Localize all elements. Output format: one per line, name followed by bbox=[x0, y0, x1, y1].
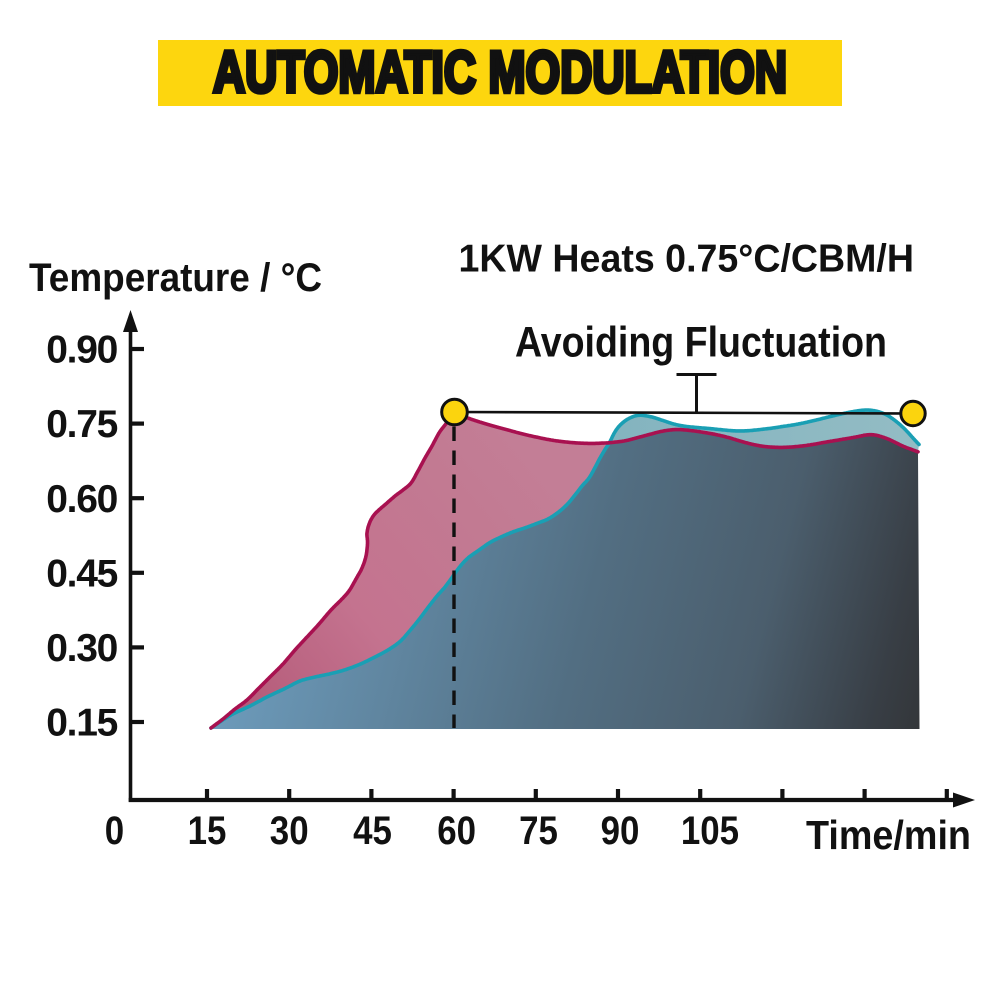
svg-text:Avoiding Fluctuation: Avoiding Fluctuation bbox=[515, 319, 887, 367]
svg-text:AUTOMATIC MODULATION: AUTOMATIC MODULATION bbox=[213, 40, 787, 105]
svg-text:30: 30 bbox=[270, 809, 309, 853]
svg-text:0: 0 bbox=[105, 809, 124, 853]
svg-text:Temperature / °C: Temperature / °C bbox=[29, 256, 322, 300]
svg-text:90: 90 bbox=[601, 809, 640, 853]
svg-text:Time/min: Time/min bbox=[806, 812, 971, 858]
svg-text:1KW Heats 0.75°C/CBM/H: 1KW Heats 0.75°C/CBM/H bbox=[459, 238, 915, 281]
svg-text:0.30: 0.30 bbox=[46, 627, 117, 670]
svg-text:0.45: 0.45 bbox=[46, 552, 117, 595]
svg-text:75: 75 bbox=[519, 809, 558, 853]
svg-text:0.15: 0.15 bbox=[46, 702, 117, 745]
svg-text:15: 15 bbox=[188, 809, 227, 853]
svg-text:105: 105 bbox=[681, 809, 739, 853]
svg-text:0.60: 0.60 bbox=[46, 478, 117, 521]
svg-text:60: 60 bbox=[437, 809, 476, 853]
svg-text:0.75: 0.75 bbox=[46, 403, 117, 446]
svg-text:0.90: 0.90 bbox=[46, 329, 117, 372]
svg-text:45: 45 bbox=[353, 809, 392, 853]
